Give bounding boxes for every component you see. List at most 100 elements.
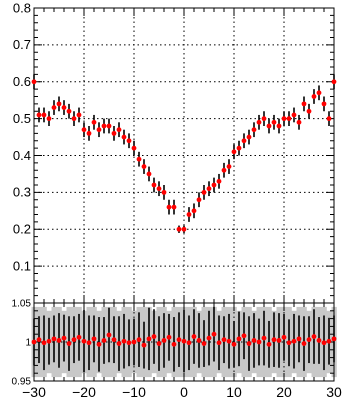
data-point xyxy=(316,90,322,96)
data-point xyxy=(286,340,292,346)
data-point xyxy=(321,340,327,346)
data-point xyxy=(216,178,222,184)
data-point xyxy=(101,123,107,129)
data-point xyxy=(206,186,212,192)
data-point xyxy=(286,116,292,122)
data-point xyxy=(321,101,327,107)
data-point xyxy=(131,339,137,345)
data-point xyxy=(126,340,132,346)
data-point xyxy=(121,338,127,344)
data-point xyxy=(166,204,172,210)
data-point xyxy=(86,130,92,136)
data-point xyxy=(221,167,227,173)
data-point xyxy=(106,123,112,129)
data-point xyxy=(316,338,322,343)
data-point xyxy=(56,101,62,107)
data-point xyxy=(211,331,217,337)
y-tick-label: 0.7 xyxy=(13,37,31,52)
data-point xyxy=(176,226,182,232)
x-tick-label: 20 xyxy=(276,384,292,400)
data-point xyxy=(256,119,262,125)
data-point xyxy=(136,156,142,162)
data-point xyxy=(41,340,47,346)
data-point xyxy=(196,197,202,203)
data-point xyxy=(251,338,257,343)
data-point xyxy=(331,336,337,342)
data-point xyxy=(146,171,152,177)
y-tick-label: 0.4 xyxy=(13,148,31,163)
data-point xyxy=(201,341,207,346)
data-point xyxy=(176,337,182,343)
data-point xyxy=(31,79,37,85)
data-point xyxy=(311,94,317,99)
y-tick-label: 0.5 xyxy=(13,111,31,126)
data-point xyxy=(36,337,42,343)
x-tick-label: −30 xyxy=(22,384,46,400)
data-point xyxy=(81,127,87,133)
data-point xyxy=(226,164,232,169)
data-point xyxy=(51,336,57,342)
data-point xyxy=(186,212,192,217)
data-point xyxy=(146,336,152,342)
data-point xyxy=(71,337,77,343)
data-point xyxy=(81,338,87,344)
data-point xyxy=(116,127,122,133)
data-point xyxy=(226,338,232,344)
data-point xyxy=(111,130,117,136)
data-point xyxy=(191,208,197,214)
data-point xyxy=(281,334,287,340)
data-point xyxy=(96,341,102,347)
data-point xyxy=(246,134,252,140)
data-point xyxy=(46,338,52,344)
y-tick-label: 1.05 xyxy=(12,298,32,309)
data-point xyxy=(291,338,297,344)
data-point xyxy=(186,340,192,346)
data-point xyxy=(301,101,307,107)
data-point xyxy=(156,186,162,192)
data-point xyxy=(181,226,187,232)
data-point xyxy=(326,116,332,122)
data-point xyxy=(261,116,267,122)
data-point xyxy=(331,79,337,85)
data-point xyxy=(101,338,107,343)
data-point xyxy=(31,339,37,345)
data-point xyxy=(61,105,67,110)
data-point xyxy=(156,341,162,346)
x-tick-label: 30 xyxy=(326,384,342,400)
data-point xyxy=(126,138,132,144)
data-point xyxy=(266,341,272,347)
data-point xyxy=(246,341,252,346)
data-point xyxy=(56,338,62,343)
data-point xyxy=(91,336,97,342)
data-point xyxy=(266,123,272,129)
data-point xyxy=(46,116,52,122)
data-point xyxy=(171,204,177,210)
x-tick-label: −10 xyxy=(122,384,146,400)
data-point xyxy=(76,334,82,340)
x-tick-label: 10 xyxy=(226,384,242,400)
data-point xyxy=(296,336,302,342)
data-point xyxy=(76,112,82,118)
data-point xyxy=(36,112,42,118)
data-point xyxy=(251,127,257,133)
data-point xyxy=(256,339,262,345)
data-point xyxy=(231,149,237,155)
data-point xyxy=(86,340,92,346)
data-point xyxy=(276,338,282,343)
data-point xyxy=(141,342,147,348)
x-tick-label: 0 xyxy=(180,384,188,400)
data-point xyxy=(306,337,312,343)
data-point xyxy=(151,334,157,339)
data-point xyxy=(326,338,332,344)
y-tick-label: 0.1 xyxy=(13,258,31,273)
y-tick-label: 0.3 xyxy=(13,185,31,200)
y-tick-label: 0.2 xyxy=(13,222,31,237)
data-point xyxy=(191,334,197,339)
data-point xyxy=(111,337,117,343)
data-point xyxy=(96,127,102,133)
data-point xyxy=(141,164,147,169)
data-point xyxy=(201,189,207,195)
data-point xyxy=(291,112,297,118)
x-tick-label: −20 xyxy=(72,384,96,400)
data-point xyxy=(206,335,212,341)
